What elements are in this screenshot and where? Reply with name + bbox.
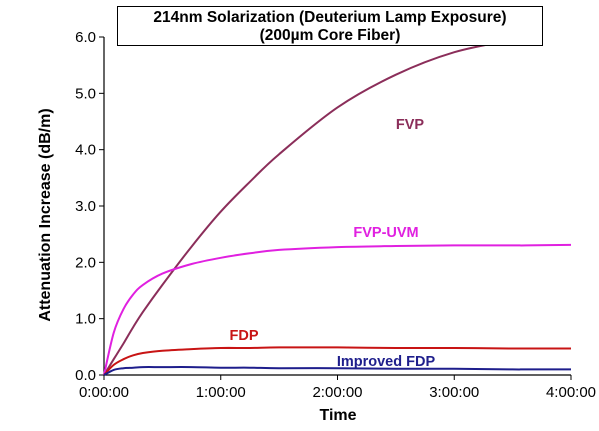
axes: 0.0 1.0 2.0 3.0 4.0 5.0 6.0 0:00:00 1:00:00 2:00:…: [75, 29, 596, 401]
y-tick-label: 6.0: [75, 29, 96, 46]
labels-layer: FVP FVP-UVM FDP Improved FDP: [230, 117, 436, 370]
series-label-improved-fdp: Improved FDP: [337, 354, 436, 370]
y-tick-label: 1.0: [75, 311, 96, 328]
series-line-fdp: [103, 346, 571, 376]
chart-title: 214nm Solarization (Deuterium Lamp Expos…: [153, 9, 507, 26]
x-tick-label: 2:00:00: [312, 384, 362, 401]
series-line-improved-fdp: [103, 366, 571, 376]
series-label-fvp-uvm: FVP-UVM: [353, 225, 418, 241]
series-line-fvp: [103, 36, 527, 376]
y-tick-label: 4.0: [75, 142, 96, 159]
series-layer: [103, 36, 572, 376]
x-tick-label: 4:00:00: [546, 384, 596, 401]
y-tick-label: 2.0: [75, 254, 96, 271]
y-axis-title: Attenuation Increase (dB/m): [37, 108, 54, 321]
chart-subtitle: (200µm Core Fiber): [259, 27, 401, 44]
y-tick-label: 5.0: [75, 85, 96, 102]
series-label-fdp: FDP: [230, 328, 259, 344]
chart-title-box: 214nm Solarization (Deuterium Lamp Expos…: [117, 6, 543, 46]
x-tick-label: 3:00:00: [429, 384, 479, 401]
series-line-fvp-uvm: [103, 243, 572, 376]
y-tick-label: 0.0: [75, 367, 96, 384]
series-label-fvp: FVP: [396, 117, 425, 133]
x-tick-label: 0:00:00: [79, 384, 129, 401]
x-tick-label: 1:00:00: [196, 384, 246, 401]
x-axis-title: Time: [319, 407, 356, 424]
y-tick-label: 3.0: [75, 198, 96, 215]
